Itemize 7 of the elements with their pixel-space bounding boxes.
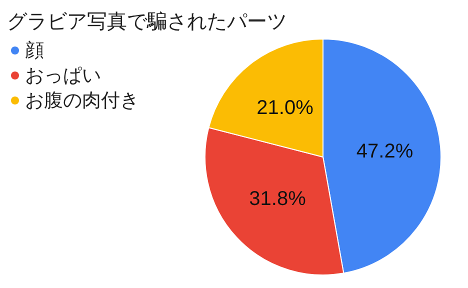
legend-label: 顔: [25, 40, 44, 62]
chart-title: グラビア写真で騙されたパーツ: [7, 9, 287, 33]
data-label: 21.0%: [256, 97, 314, 120]
legend-label: おっぱい: [25, 64, 101, 86]
data-label: 31.8%: [249, 188, 306, 210]
legend-label: お腹の肉付き: [25, 90, 139, 112]
data-label: 47.2%: [356, 140, 414, 163]
